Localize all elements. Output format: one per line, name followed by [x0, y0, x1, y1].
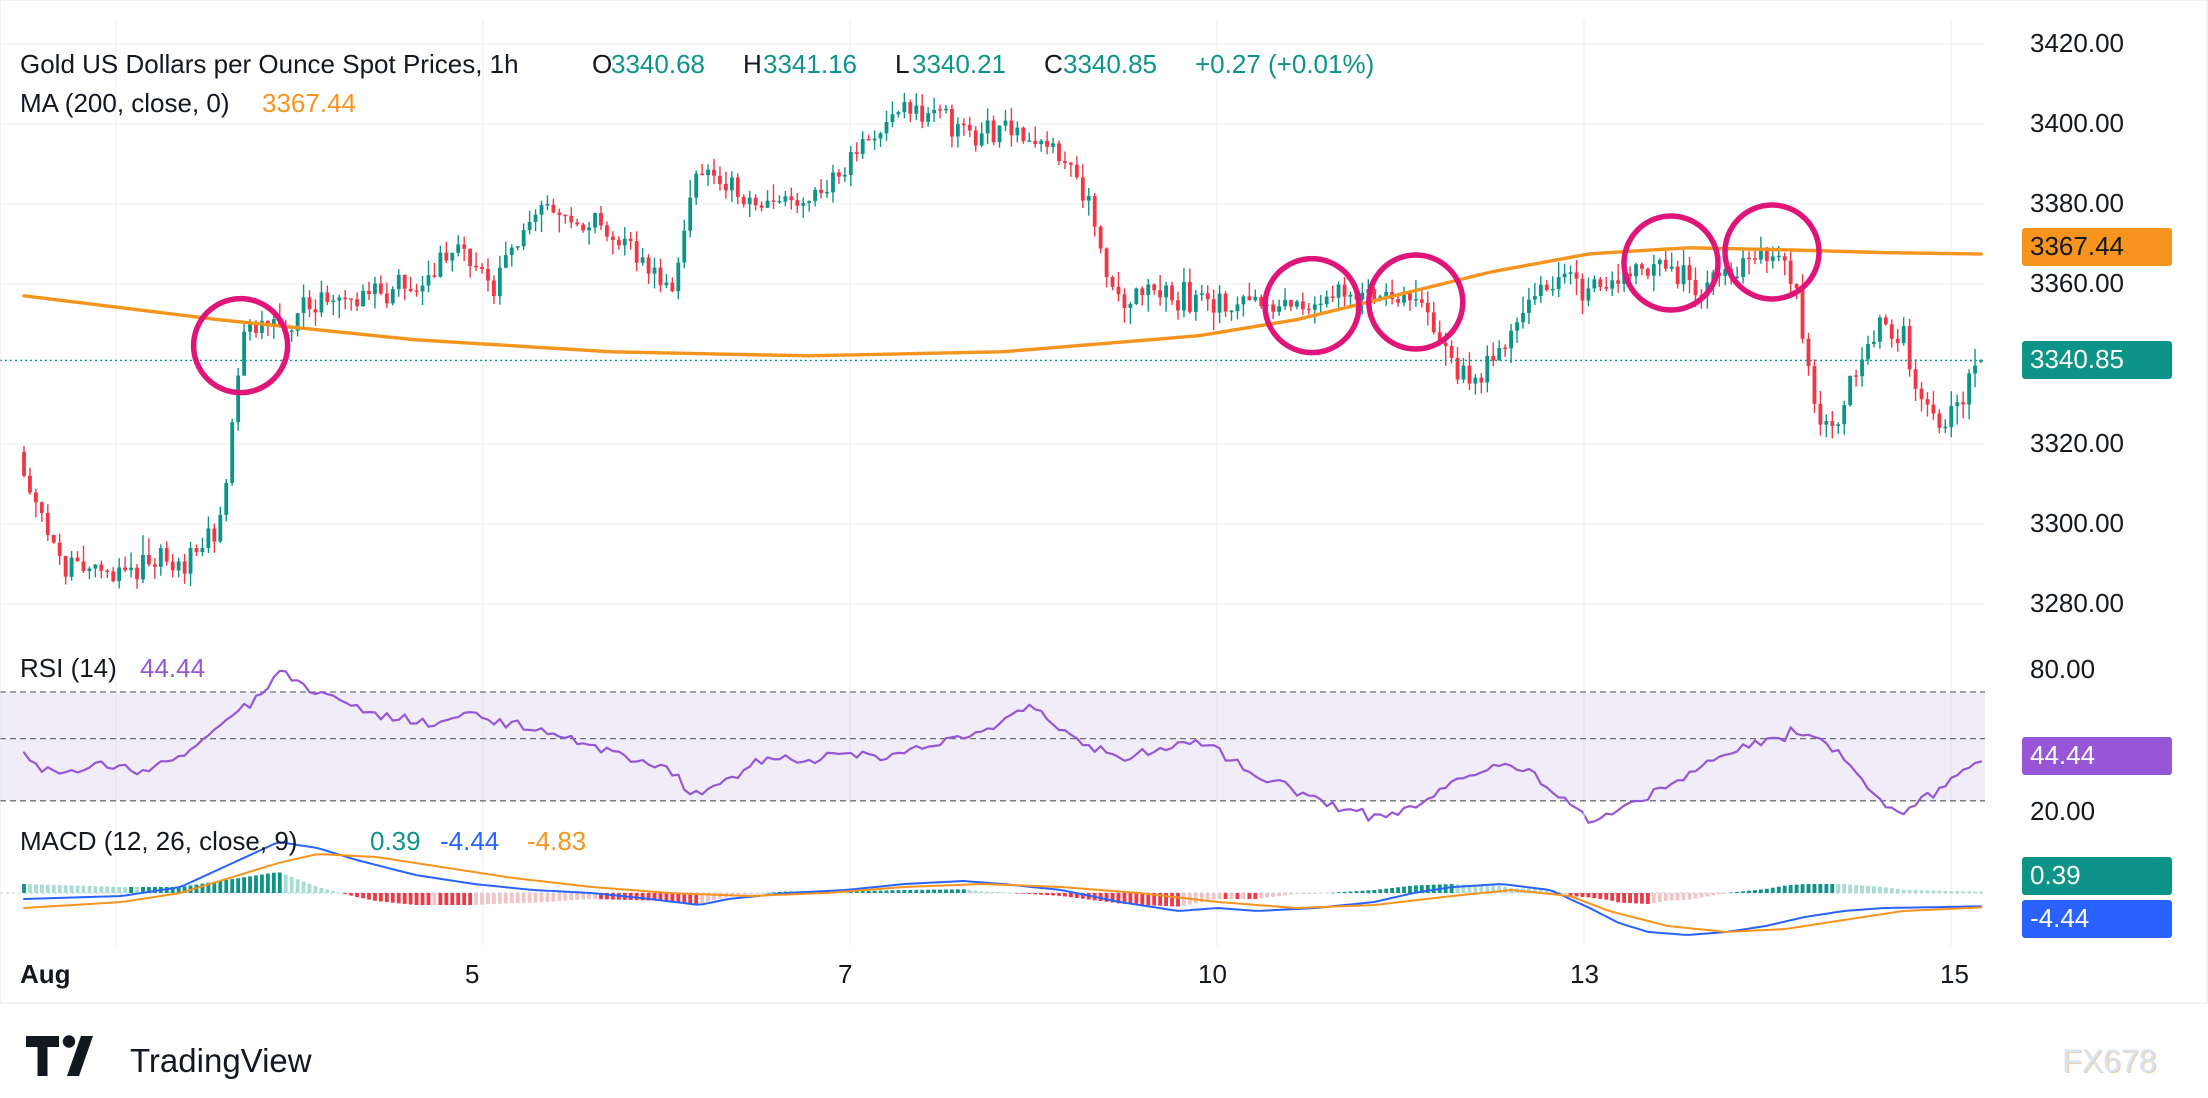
svg-text:7: 7 — [838, 959, 852, 989]
svg-text:Gold US Dollars per Ounce Spot: Gold US Dollars per Ounce Spot Prices, 1… — [20, 49, 519, 79]
svg-text:3300.00: 3300.00 — [2030, 508, 2124, 538]
svg-text:3341.16: 3341.16 — [763, 49, 857, 79]
svg-text:0.39: 0.39 — [370, 826, 421, 856]
svg-text:10: 10 — [1198, 959, 1227, 989]
svg-text:MACD (12, 26, close, 9): MACD (12, 26, close, 9) — [20, 826, 297, 856]
svg-text:0.39: 0.39 — [2030, 860, 2081, 890]
svg-text:3340.85: 3340.85 — [1063, 49, 1157, 79]
svg-text:80.00: 80.00 — [2030, 654, 2095, 684]
svg-text:3380.00: 3380.00 — [2030, 188, 2124, 218]
svg-text:3367.44: 3367.44 — [2030, 231, 2124, 261]
svg-text:15: 15 — [1940, 959, 1969, 989]
svg-text:44.44: 44.44 — [2030, 740, 2095, 770]
svg-text:+0.27 (+0.01%): +0.27 (+0.01%) — [1195, 49, 1374, 79]
svg-text:3340.85: 3340.85 — [2030, 344, 2124, 374]
svg-text:3420.00: 3420.00 — [2030, 28, 2124, 58]
svg-text:-4.44: -4.44 — [440, 826, 499, 856]
svg-text:44.44: 44.44 — [140, 653, 205, 683]
svg-text:RSI (14): RSI (14) — [20, 653, 117, 683]
svg-text:3400.00: 3400.00 — [2030, 108, 2124, 138]
svg-text:L: L — [895, 49, 909, 79]
svg-text:3367.44: 3367.44 — [262, 88, 356, 118]
svg-text:3320.00: 3320.00 — [2030, 428, 2124, 458]
svg-text:-4.83: -4.83 — [527, 826, 586, 856]
svg-text:-4.44: -4.44 — [2030, 903, 2089, 933]
svg-text:H: H — [743, 49, 762, 79]
svg-text:O: O — [592, 49, 612, 79]
svg-text:MA (200, close, 0): MA (200, close, 0) — [20, 88, 230, 118]
svg-text:13: 13 — [1570, 959, 1599, 989]
svg-text:5: 5 — [465, 959, 479, 989]
svg-text:3280.00: 3280.00 — [2030, 588, 2124, 618]
svg-text:3340.21: 3340.21 — [912, 49, 1006, 79]
svg-text:3360.00: 3360.00 — [2030, 268, 2124, 298]
svg-text:C: C — [1044, 49, 1063, 79]
svg-text:3340.68: 3340.68 — [611, 49, 705, 79]
svg-text:20.00: 20.00 — [2030, 796, 2095, 826]
svg-text:Aug: Aug — [20, 959, 71, 989]
